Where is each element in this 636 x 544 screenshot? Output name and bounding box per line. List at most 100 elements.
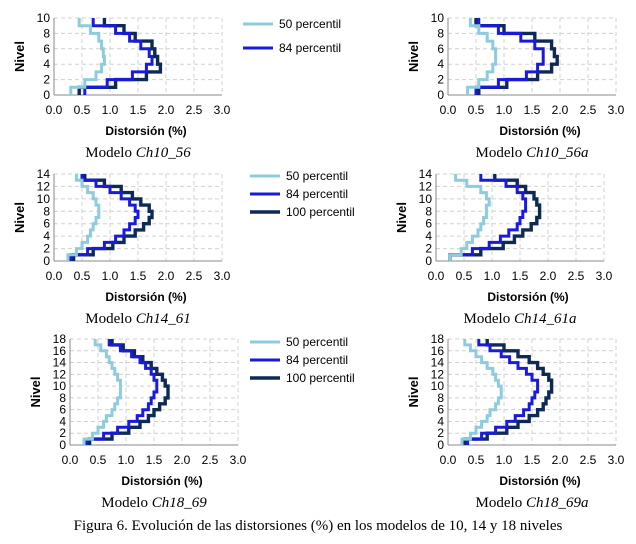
series-line-p50 — [448, 174, 491, 261]
model-caption-name: Ch10_56a — [526, 145, 589, 161]
y-tick-label: 14 — [419, 167, 433, 181]
model-caption-name: Ch14_61a — [514, 311, 577, 327]
y-tick-label: 14 — [431, 356, 445, 370]
series-line-p100 — [448, 174, 542, 261]
y-tick-label: 0 — [43, 254, 50, 268]
x-tick-label: 0.5 — [456, 269, 473, 283]
figure-caption: Figura 6. Evolución de las distorsiones … — [74, 518, 563, 534]
x-tick-label: 0.5 — [74, 269, 91, 283]
y-tick-label: 18 — [53, 332, 67, 346]
y-axis-title: Nivel — [12, 41, 27, 72]
y-tick-label: 2 — [59, 426, 66, 440]
y-tick-label: 2 — [43, 73, 50, 87]
x-tick-label: 1.5 — [146, 453, 163, 467]
legend-label: 100 percentil — [286, 205, 355, 219]
x-tick-label: 0.0 — [46, 103, 63, 117]
x-tick-label: 2.0 — [158, 103, 175, 117]
y-tick-label: 4 — [437, 414, 444, 428]
y-tick-label: 12 — [431, 367, 445, 381]
y-tick-label: 16 — [431, 344, 445, 358]
y-tick-label: 10 — [37, 11, 51, 25]
y-tick-label: 0 — [425, 254, 432, 268]
x-axis-title: Distorsión (%) — [105, 290, 186, 304]
y-tick-label: 16 — [53, 344, 67, 358]
y-axis-title: Nivel — [406, 41, 421, 72]
y-tick-label: 4 — [59, 414, 66, 428]
legend-label: 50 percentil — [286, 335, 348, 349]
y-tick-label: 8 — [437, 391, 444, 405]
legend-label: 84 percentil — [279, 41, 341, 55]
y-tick-label: 2 — [437, 426, 444, 440]
y-tick-label: 2 — [43, 242, 50, 256]
x-tick-label: 0.0 — [440, 103, 457, 117]
x-tick-label: 2.5 — [568, 269, 585, 283]
chart-panel-2: 0.0 0.5 1.0 1.5 2.0 2.5 3.0 02 46 810 Distorsión (… — [406, 11, 625, 161]
x-tick-label: 1.5 — [524, 103, 541, 117]
x-tick-label: 1.5 — [130, 103, 147, 117]
model-caption: Modelo Ch14_61 — [85, 311, 190, 327]
y-tick-label: 10 — [53, 379, 67, 393]
model-caption-prefix: Modelo — [85, 145, 135, 161]
x-axis-title: Distorsión (%) — [487, 290, 568, 304]
y-tick-label: 10 — [37, 192, 51, 206]
model-caption-name: Ch10_56 — [136, 145, 192, 161]
x-tick-label: 2.5 — [202, 453, 219, 467]
x-tick-label: 0.5 — [468, 103, 485, 117]
model-caption: Modelo Ch14_61a — [464, 311, 577, 327]
x-tick-label: 0.0 — [62, 453, 79, 467]
x-tick-label: 3.0 — [596, 269, 613, 283]
x-tick-label: 2.0 — [552, 103, 569, 117]
legend-label: 84 percentil — [286, 187, 348, 201]
x-tick-label: 2.0 — [174, 453, 191, 467]
x-tick-label: 2.5 — [186, 269, 203, 283]
model-caption-prefix: Modelo — [476, 495, 526, 511]
x-tick-label: 2.5 — [580, 103, 597, 117]
legend: 50 percentil 84 percentil — [243, 17, 341, 55]
x-tick-label: 1.0 — [102, 269, 119, 283]
x-tick-label: 0.0 — [46, 269, 63, 283]
x-axis-title: Distorsión (%) — [499, 474, 580, 488]
y-tick-label: 6 — [437, 42, 444, 56]
y-tick-label: 6 — [59, 403, 66, 417]
x-tick-label: 2.0 — [540, 269, 557, 283]
series-line-p100 — [463, 339, 554, 445]
model-caption-prefix: Modelo — [101, 495, 151, 511]
y-tick-label: 6 — [437, 403, 444, 417]
series-line-p84 — [448, 174, 528, 261]
y-tick-label: 12 — [37, 179, 51, 193]
model-caption: Modelo Ch10_56 — [85, 145, 191, 161]
x-axis-title: Distorsión (%) — [121, 474, 202, 488]
y-tick-label: 8 — [437, 26, 444, 40]
y-tick-label: 14 — [53, 356, 67, 370]
chart-panel-1: 0.0 0.5 1.0 1.5 2.0 2.5 3.0 02 46 810 Distorsión (… — [12, 11, 341, 161]
x-tick-label: 1.0 — [484, 269, 501, 283]
model-caption: Modelo Ch10_56a — [476, 145, 589, 161]
y-tick-label: 18 — [431, 332, 445, 346]
y-tick-label: 4 — [43, 229, 50, 243]
series-line-p84 — [69, 174, 140, 261]
x-tick-label: 0.5 — [468, 453, 485, 467]
y-tick-label: 8 — [59, 391, 66, 405]
x-tick-label: 0.0 — [428, 269, 445, 283]
y-axis-title: Nivel — [394, 202, 409, 233]
x-axis-title: Distorsión (%) — [499, 124, 580, 138]
model-caption-name: Ch14_61 — [136, 311, 191, 327]
series-line-p50 — [66, 174, 101, 261]
x-tick-label: 1.5 — [524, 453, 541, 467]
y-axis-title: Nivel — [12, 202, 27, 233]
series-line-p100 — [474, 18, 559, 95]
series-line-p84 — [85, 339, 159, 445]
series-line-p84 — [466, 339, 540, 445]
y-tick-label: 4 — [437, 57, 444, 71]
legend: 50 percentil 84 percentil 100 percentil — [250, 335, 355, 385]
series-line-p50 — [69, 18, 106, 95]
x-tick-label: 3.0 — [214, 269, 231, 283]
y-tick-label: 0 — [437, 88, 444, 102]
legend-label: 50 percentil — [286, 169, 348, 183]
y-tick-label: 4 — [43, 57, 50, 71]
x-tick-label: 1.0 — [118, 453, 135, 467]
